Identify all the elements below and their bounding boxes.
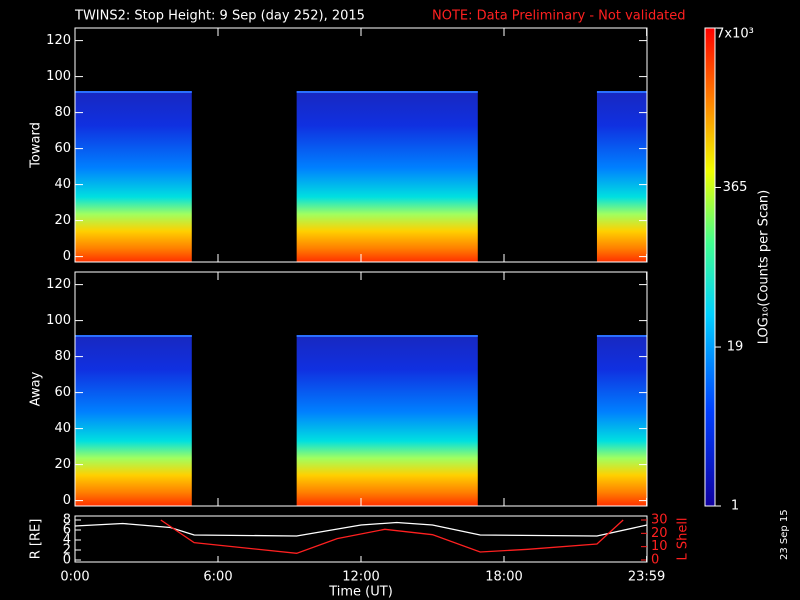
colorbar-title: LOG₁₀(Counts per Scan) <box>757 190 772 345</box>
y2-tick-label: 0 <box>651 553 659 568</box>
cutoff-edge <box>296 91 478 93</box>
orbit-frame <box>74 515 648 563</box>
date: 23 Sep 15 <box>779 509 790 560</box>
y-tick-label: 20 <box>54 213 71 228</box>
y-tick-label: 0 <box>63 553 71 568</box>
y-tick-label: 0 <box>63 249 71 264</box>
chart-title: TWINS2: Stop Height: 9 Sep (day 252), 20… <box>74 9 365 24</box>
y-tick-label: 4 <box>63 533 71 548</box>
colorbar-tick-label: 19 <box>727 340 744 355</box>
y-tick-label: 120 <box>46 277 71 292</box>
y2-tick-label: 20 <box>651 526 668 541</box>
note: NOTE: Data Preliminary - Not validated <box>432 9 686 24</box>
y-tick-label: 40 <box>54 421 71 436</box>
y-tick-label: 8 <box>63 513 71 528</box>
orbit-line <box>160 519 624 554</box>
spectrogram-block <box>75 335 192 506</box>
cutoff-edge <box>75 91 192 93</box>
x-tick-label: 6:00 <box>203 570 232 585</box>
spectrogram-block <box>596 335 647 506</box>
y-tick-label: 100 <box>46 69 71 84</box>
y-tick-label: 100 <box>46 313 71 328</box>
y-tick-label: 60 <box>54 141 71 156</box>
y-tick-label: 60 <box>54 385 71 400</box>
spectrogram-block <box>296 335 478 506</box>
colorbar <box>704 27 716 507</box>
colorbar-tick-label: 365 <box>723 180 748 195</box>
spectrogram-block <box>75 91 192 262</box>
cutoff-edge <box>596 91 647 93</box>
y-tick-label: 2 <box>63 543 71 558</box>
y-axis-title: Away <box>29 371 44 406</box>
x-tick-label: 0:00 <box>60 570 89 585</box>
colorbar-tick-label: 1 <box>731 499 739 514</box>
orbit-line <box>74 521 648 537</box>
y2-axis-title: L Shell <box>676 517 691 560</box>
y-tick-label: 120 <box>46 33 71 48</box>
y2-tick-label: 30 <box>651 513 668 528</box>
cutoff-edge <box>296 335 478 337</box>
cutoff-edge <box>596 335 647 337</box>
spectrogram-block <box>296 91 478 262</box>
y-tick-label: 80 <box>54 105 71 120</box>
y-tick-label: 20 <box>54 457 71 472</box>
y-tick-label: 80 <box>54 349 71 364</box>
x-tick-label: 18:00 <box>485 570 522 585</box>
y-axis-title: R [RE] <box>29 519 44 560</box>
y-tick-label: 0 <box>63 493 71 508</box>
x-axis-title: Time (UT) <box>328 585 393 600</box>
colorbar-tick-label: 7x10³ <box>716 27 754 42</box>
y2-tick-label: 10 <box>651 539 668 554</box>
cutoff-edge <box>75 335 192 337</box>
x-tick-label: 23:59 <box>628 570 665 585</box>
y-tick-label: 40 <box>54 177 71 192</box>
x-tick-label: 12:00 <box>342 570 379 585</box>
y-tick-label: 6 <box>63 523 71 538</box>
y-axis-title: Toward <box>29 122 44 169</box>
spectrogram-block <box>596 91 647 262</box>
